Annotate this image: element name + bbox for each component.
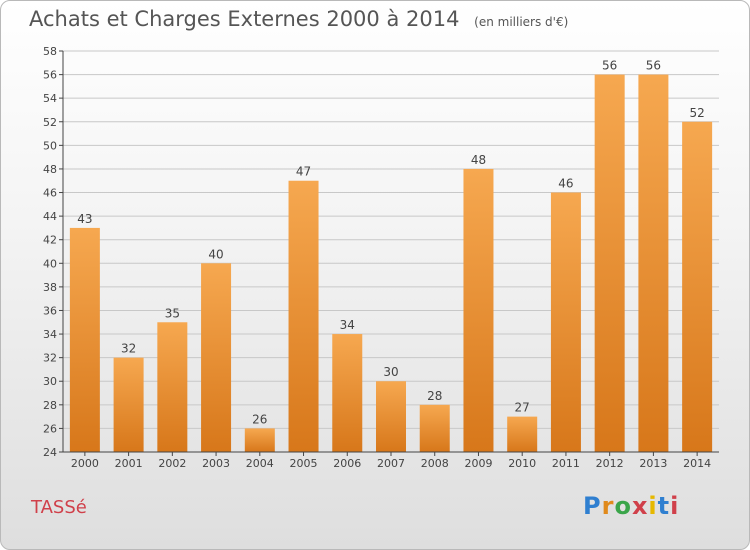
chart-subtitle: (en milliers d'€) xyxy=(474,15,569,29)
bar-2001[interactable] xyxy=(113,357,144,452)
y-tick-label: 40 xyxy=(43,257,57,270)
data-label: 26 xyxy=(252,412,267,426)
y-tick-label: 50 xyxy=(43,139,57,152)
x-tick-label: 2002 xyxy=(158,457,186,470)
bar-2010[interactable] xyxy=(507,416,538,452)
x-tick-label: 2001 xyxy=(115,457,143,470)
bar-2000[interactable] xyxy=(69,227,100,452)
chart-title: Achats et Charges Externes 2000 à 2014 (… xyxy=(29,7,568,31)
logo-letter: o xyxy=(614,492,632,520)
data-label: 32 xyxy=(121,342,136,356)
x-tick-label: 2007 xyxy=(377,457,405,470)
y-tick-label: 52 xyxy=(43,116,57,129)
bar-2009[interactable] xyxy=(463,168,494,453)
axes: 24 26 28 30 32 34 36 38 40 42 44 46 48 50 52 54 56 58 2000… xyxy=(43,45,719,470)
x-tick-label: 2004 xyxy=(246,457,274,470)
data-label: 48 xyxy=(471,153,486,167)
y-tick-label: 26 xyxy=(43,422,57,435)
logo-letter: P xyxy=(583,492,602,520)
x-tick-label: 2014 xyxy=(683,457,711,470)
y-tick-label: 30 xyxy=(43,375,57,388)
x-tick-label: 2009 xyxy=(464,457,492,470)
y-tick-label: 42 xyxy=(43,234,57,247)
bar-2002[interactable] xyxy=(157,322,188,452)
bar-2007[interactable] xyxy=(376,381,406,452)
data-label: 30 xyxy=(383,365,398,379)
bar-2012[interactable] xyxy=(594,74,625,453)
chart-title-text: Achats et Charges Externes 2000 à 2014 xyxy=(29,7,460,31)
x-tick-label: 2013 xyxy=(639,457,667,470)
bar-2004[interactable] xyxy=(244,428,275,452)
data-label: 43 xyxy=(77,212,92,226)
data-label: 28 xyxy=(427,389,442,403)
y-tick-label: 24 xyxy=(43,446,57,459)
x-tick-label: 2006 xyxy=(333,457,361,470)
data-label: 47 xyxy=(296,165,311,179)
y-tick-label: 38 xyxy=(43,281,57,294)
bar-2008[interactable] xyxy=(419,404,450,452)
data-label: 56 xyxy=(646,59,661,73)
bar-2011[interactable] xyxy=(550,192,581,452)
y-tick-label: 48 xyxy=(43,163,57,176)
y-tick-label: 28 xyxy=(43,399,57,412)
y-tick-label: 34 xyxy=(43,328,57,341)
bar-2013[interactable] xyxy=(638,74,669,453)
town-name: TASSé xyxy=(31,497,87,518)
y-tick-label: 46 xyxy=(43,187,57,200)
y-tick-label: 58 xyxy=(43,45,57,58)
y-tick-label: 44 xyxy=(43,210,57,223)
data-label: 35 xyxy=(165,306,180,320)
bar-2006[interactable] xyxy=(332,334,363,452)
bar-2003[interactable] xyxy=(201,263,232,452)
logo-letter: i xyxy=(670,492,680,520)
logo-letter: x xyxy=(631,492,649,520)
data-label: 40 xyxy=(208,247,223,261)
data-label: 52 xyxy=(689,106,704,120)
bar-2014[interactable] xyxy=(682,121,713,452)
x-tick-label: 2000 xyxy=(71,457,99,470)
y-tick-label: 32 xyxy=(43,352,57,365)
x-tick-label: 2010 xyxy=(508,457,536,470)
proxiti-logo[interactable]: Proxiti xyxy=(583,492,679,520)
data-label: 56 xyxy=(602,59,617,73)
x-tick-label: 2008 xyxy=(421,457,449,470)
x-tick-label: 2011 xyxy=(552,457,580,470)
bars: 43 32 35 40 26 47 34 30 28 48 27 46 56 56 52 xyxy=(69,59,713,453)
data-label: 46 xyxy=(558,177,573,191)
bar-2005[interactable] xyxy=(288,180,319,452)
data-label: 27 xyxy=(515,401,530,415)
data-label: 34 xyxy=(340,318,355,332)
x-tick-label: 2005 xyxy=(290,457,318,470)
logo-letter: r xyxy=(601,492,615,520)
y-tick-label: 56 xyxy=(43,69,57,82)
x-tick-label: 2012 xyxy=(596,457,624,470)
logo-letter: t xyxy=(657,492,671,520)
logo-letter: i xyxy=(648,492,658,520)
x-tick-label: 2003 xyxy=(202,457,230,470)
y-tick-label: 36 xyxy=(43,304,57,317)
y-tick-label: 54 xyxy=(43,92,57,105)
